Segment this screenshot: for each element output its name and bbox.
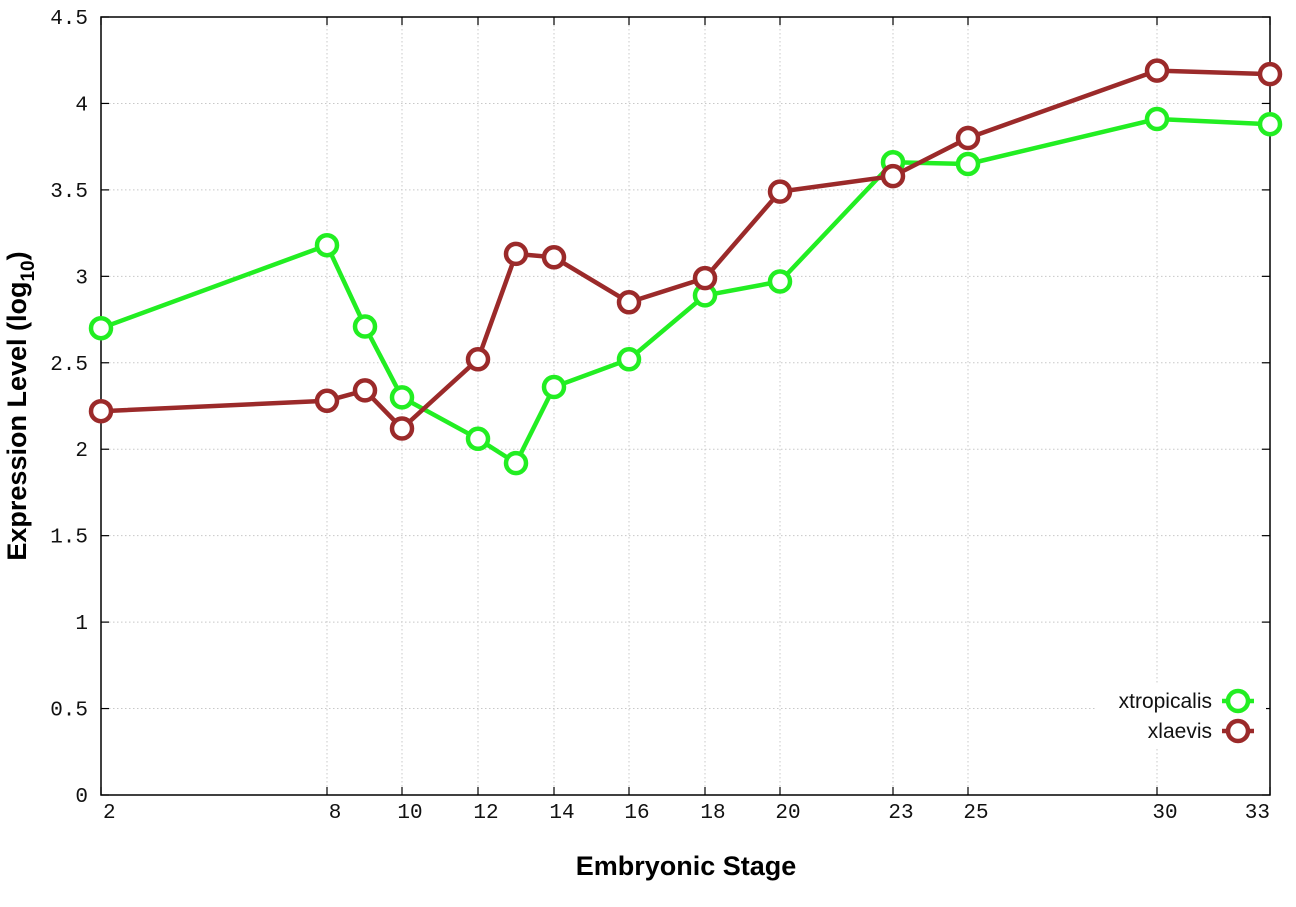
- data-point-xtropicalis: [1144, 106, 1170, 132]
- y-tick-label: 4.5: [50, 8, 88, 31]
- y-axis-title-subscript: 10: [18, 260, 39, 281]
- x-tick-label: 8: [329, 802, 342, 825]
- x-tick-label: 30: [1152, 802, 1177, 825]
- x-tick-label: 14: [549, 802, 574, 825]
- y-tick-label: 4: [75, 94, 88, 117]
- x-tick-label: 12: [473, 802, 498, 825]
- data-point-xlaevis: [465, 347, 491, 372]
- data-point-xlaevis: [389, 416, 415, 441]
- data-point-xtropicalis: [503, 450, 529, 476]
- y-tick-label: 2: [75, 440, 88, 463]
- x-tick-label: 16: [624, 802, 649, 825]
- y-axis-title: Expression Level (log10): [2, 251, 39, 560]
- data-point-xlaevis: [352, 378, 378, 403]
- axis-ticks: 0 0.5 1 1.5 2 2.5 3 3.5 4 4.5 2 8 10 12 14 16 18 20 23 25 30…: [50, 8, 1271, 825]
- data-point-xtropicalis: [389, 385, 415, 410]
- x-axis-title: Embryonic Stage: [576, 851, 797, 881]
- data-point-xlaevis: [692, 265, 718, 291]
- series-line-xlaevis: [98, 68, 1273, 431]
- y-tick-label: 0.5: [50, 700, 88, 723]
- y-tick-label: 3: [75, 267, 88, 290]
- y-axis-title-close: ): [2, 251, 32, 260]
- data-point-xtropicalis: [767, 269, 793, 294]
- x-tick-label: 20: [775, 802, 800, 825]
- data-point-xlaevis: [541, 245, 567, 270]
- data-point-xlaevis: [955, 125, 981, 151]
- legend-label-xtropicalis: xtropicalis: [1119, 690, 1212, 713]
- legend-label-xlaevis: xlaevis: [1148, 720, 1212, 743]
- y-tick-label: 0: [75, 786, 88, 809]
- data-point-xtropicalis: [541, 374, 567, 400]
- series: [88, 58, 1283, 476]
- y-tick-label: 2.5: [50, 354, 88, 377]
- data-point-xtropicalis: [1257, 111, 1283, 137]
- data-point-xtropicalis: [314, 232, 340, 258]
- series-line-xtropicalis: [98, 116, 1273, 466]
- legend-marker-xtropicalis: [1225, 688, 1251, 714]
- x-tick-label: 2: [103, 802, 116, 825]
- data-point-xlaevis: [1257, 61, 1283, 87]
- data-point-xlaevis: [314, 388, 340, 414]
- data-point-xlaevis: [1144, 58, 1170, 83]
- data-point-xtropicalis: [616, 347, 642, 372]
- y-tick-label: 1.5: [50, 527, 88, 550]
- data-point-xlaevis: [503, 241, 529, 267]
- legend: xtropicalis xlaevis: [1096, 683, 1266, 749]
- x-tick-label: 18: [700, 802, 725, 825]
- data-point-xlaevis: [880, 163, 906, 189]
- data-point-xlaevis: [767, 179, 793, 204]
- y-tick-label: 1: [75, 613, 88, 636]
- y-tick-label: 3.5: [50, 181, 88, 204]
- data-point-xlaevis: [616, 290, 642, 315]
- data-point-xtropicalis: [955, 151, 981, 177]
- grid: [101, 17, 1270, 795]
- data-point-xtropicalis: [465, 426, 491, 452]
- y-axis-title-main: Expression Level (log: [2, 282, 32, 561]
- data-point-xtropicalis: [352, 314, 378, 339]
- x-tick-label: 25: [963, 802, 988, 825]
- x-tick-label: 10: [397, 802, 422, 825]
- x-tick-label: 33: [1245, 802, 1270, 825]
- x-tick-label: 23: [888, 802, 913, 825]
- data-point-xtropicalis: [88, 315, 114, 341]
- legend-marker-xlaevis: [1225, 718, 1251, 744]
- data-point-xlaevis: [88, 398, 114, 424]
